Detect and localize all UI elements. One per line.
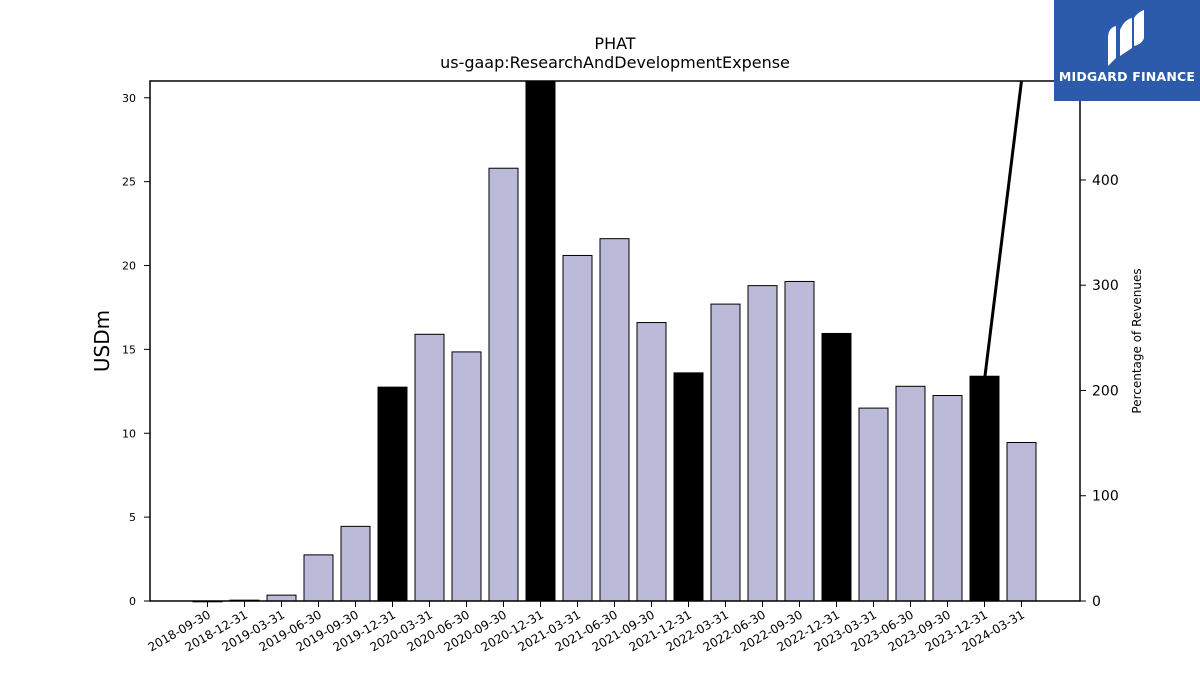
bar-2023-03-31 [858, 407, 889, 602]
bar-2019-06-30 [303, 554, 334, 602]
midgard-mark-icon [1108, 10, 1144, 66]
bar-2023-12-31 [969, 375, 1000, 602]
y2-tick-label: 300 [1092, 278, 1119, 294]
y2-tick-label: 0 [1092, 594, 1101, 610]
bar-2019-09-30 [340, 525, 371, 602]
y-tick-label: 30 [122, 92, 136, 105]
bar-2022-12-31 [821, 332, 852, 602]
logo-text: MIDGARD FINANCE [1058, 69, 1196, 84]
bar-2023-09-30 [932, 395, 963, 602]
chart-subtitle: us-gaap:ResearchAndDevelopmentExpense [440, 53, 790, 72]
bar-2021-06-30 [599, 238, 630, 602]
y-tick-label: 20 [122, 260, 136, 273]
y-axis-label: USDm [90, 310, 114, 372]
bar-2022-09-30 [784, 280, 815, 602]
y2-axis-label: Percentage of Revenues [1130, 268, 1144, 413]
bar-2020-06-30 [451, 351, 482, 602]
y2-tick-label: 200 [1092, 383, 1119, 399]
bar-2019-12-31 [377, 386, 408, 602]
bar-2020-12-31 [525, 80, 556, 602]
midgard-finance-logo: MIDGARD FINANCE [1054, 0, 1200, 101]
y-tick-label: 0 [129, 595, 136, 608]
y-tick-label: 25 [122, 176, 136, 189]
bar-2021-03-31 [562, 254, 593, 602]
y-tick-label: 5 [129, 511, 136, 524]
percentage-of-revenues-line [983, 81, 1023, 381]
bar-2021-09-30 [636, 322, 667, 602]
y2-tick-label: 400 [1092, 173, 1119, 189]
bar-2020-03-31 [414, 333, 445, 602]
bar-2022-06-30 [747, 285, 778, 602]
chart-title: PHAT [594, 34, 635, 53]
y-tick-label: 15 [122, 343, 136, 356]
y-tick-label: 10 [122, 427, 136, 440]
bar-2020-09-30 [488, 167, 519, 602]
bar-2022-03-31 [710, 303, 741, 602]
bar-2019-03-31 [266, 594, 297, 602]
y2-tick-label: 100 [1092, 489, 1119, 505]
bar-2023-06-30 [895, 385, 926, 602]
bar-2024-03-31 [1006, 441, 1037, 602]
bar-2021-12-31 [673, 372, 704, 602]
